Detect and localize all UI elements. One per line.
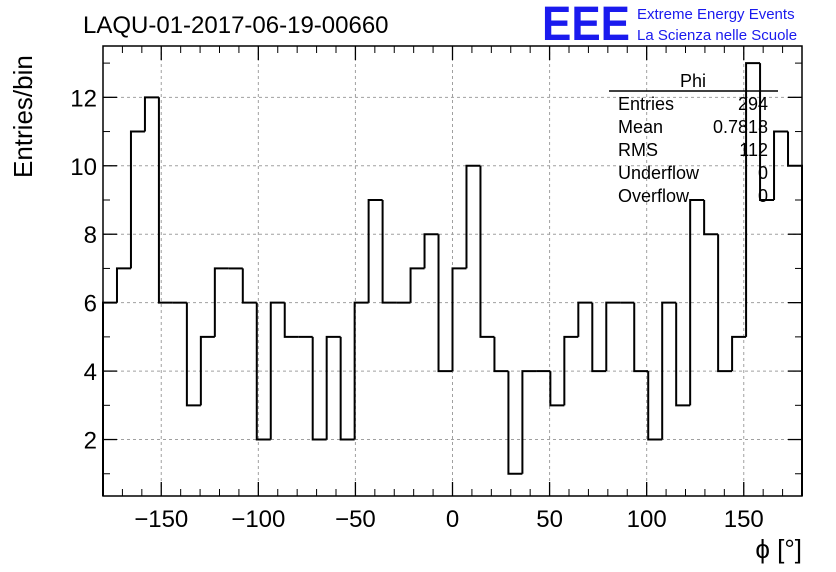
stats-box: Phi Entries 294 Mean 0.7818 RMS 112 Underflow 0… xyxy=(609,71,778,206)
histogram-bin xyxy=(479,165,495,338)
histogram-bin xyxy=(731,335,747,372)
axis-ticks xyxy=(102,46,803,496)
y-tick-labels: 2 4 6 8 10 12 xyxy=(70,85,97,454)
histogram-bin xyxy=(717,234,733,373)
histogram-bin xyxy=(465,164,481,269)
logo-line-2: La Scienza nelle Scuole xyxy=(637,27,797,44)
y-axis-label: Entries/bin xyxy=(8,55,38,178)
histogram-bin xyxy=(591,302,607,373)
y-tick-label: 2 xyxy=(84,428,97,455)
histogram-bin xyxy=(605,301,621,372)
x-axis-label: ϕ [°] xyxy=(755,534,802,564)
histogram-bin xyxy=(157,97,173,304)
y-tick-label: 12 xyxy=(70,85,97,112)
histogram-bin xyxy=(703,199,719,236)
histogram-bin xyxy=(675,302,691,407)
y-tick-label: 6 xyxy=(84,291,97,318)
histogram-bin xyxy=(451,267,467,372)
stats-row-label: Underflow xyxy=(618,163,700,183)
x-tick-label: −100 xyxy=(231,506,285,533)
histogram-bin xyxy=(745,62,761,337)
histogram-bin xyxy=(325,335,341,440)
histogram-bin xyxy=(409,267,425,303)
histogram-bin xyxy=(563,335,579,406)
histogram-bin xyxy=(423,233,439,269)
histogram-bin xyxy=(185,302,201,407)
histogram-bin xyxy=(661,301,677,440)
histogram-bin xyxy=(115,267,131,303)
stats-title: Phi xyxy=(680,71,706,91)
histogram-bin xyxy=(437,234,453,373)
x-tick-label: 0 xyxy=(446,506,459,533)
x-tick-label: −50 xyxy=(335,506,376,533)
y-tick-label: 10 xyxy=(70,154,97,181)
histogram-bin xyxy=(633,302,649,373)
histogram-bin xyxy=(521,370,537,474)
histogram-bin xyxy=(143,96,159,132)
stats-row-label: RMS xyxy=(618,140,658,160)
eee-logo: EEE xyxy=(542,0,630,51)
stats-row-value: 112 xyxy=(739,140,768,160)
histogram-bin xyxy=(213,267,229,337)
histogram-bin xyxy=(102,301,117,496)
stats-row-value: 0.7818 xyxy=(713,117,768,137)
histogram-bin xyxy=(269,301,285,440)
histogram-bin xyxy=(283,302,299,338)
x-tick-label: 50 xyxy=(536,506,563,533)
logo-line-1: Extreme Energy Events xyxy=(637,6,795,23)
histogram-bin xyxy=(689,198,705,406)
histogram-bin xyxy=(255,302,271,441)
x-tick-label: 150 xyxy=(724,506,764,533)
x-tick-label: −150 xyxy=(134,506,188,533)
histogram-bin xyxy=(199,335,215,406)
histogram-bin xyxy=(507,371,523,475)
stats-row-label: Mean xyxy=(618,117,663,137)
histogram-bin xyxy=(773,130,789,200)
histogram-bin xyxy=(787,131,803,496)
stats-row-value: 0 xyxy=(758,186,768,206)
stats-row-value: 294 xyxy=(738,94,768,114)
histogram-bin xyxy=(493,336,509,373)
stats-row-value: 0 xyxy=(758,163,768,183)
stats-row-label: Overflow xyxy=(618,186,690,206)
y-tick-label: 8 xyxy=(84,222,97,249)
histogram-bin xyxy=(311,336,327,441)
y-tick-label: 4 xyxy=(84,359,97,386)
histogram-bin xyxy=(759,63,775,201)
histogram-bin xyxy=(381,199,397,304)
x-tick-label: 100 xyxy=(627,506,667,533)
histogram-bin xyxy=(647,371,663,441)
histogram-bin xyxy=(129,130,145,269)
histogram-bin xyxy=(367,198,383,303)
histogram-bin xyxy=(241,268,257,304)
stats-row-label: Entries xyxy=(618,94,674,114)
stats-rows: Entries 294 Mean 0.7818 RMS 112 Underflow 0 Over… xyxy=(618,94,768,206)
histogram-bin xyxy=(339,336,355,441)
x-tick-labels: −150 −100 −50 0 50 100 150 xyxy=(134,506,764,533)
histogram-bin xyxy=(353,301,369,440)
histogram-bin xyxy=(549,371,565,407)
histogram-bin xyxy=(577,301,593,337)
run-title: LAQU-01-2017-06-19-00660 xyxy=(83,12,389,39)
